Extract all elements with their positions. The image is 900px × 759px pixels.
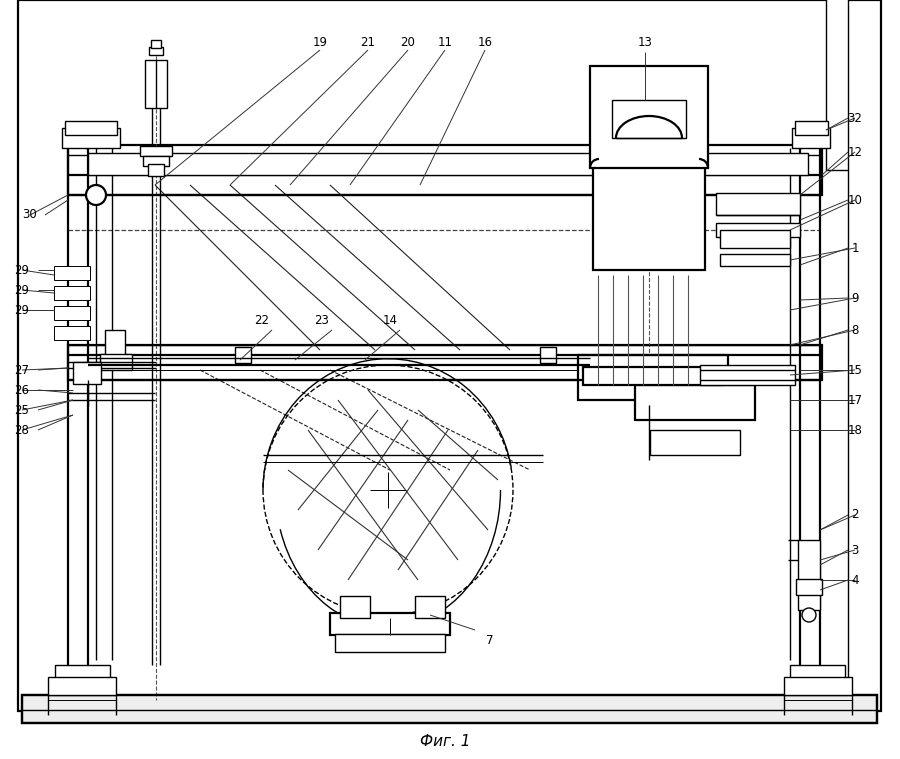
Bar — [650, 430, 740, 455]
Bar — [716, 193, 800, 215]
Bar — [88, 153, 808, 175]
Text: 29: 29 — [14, 284, 30, 297]
Bar — [68, 145, 822, 195]
Bar — [720, 254, 790, 266]
Bar — [826, 0, 848, 170]
Bar — [54, 326, 90, 340]
Bar — [68, 345, 822, 380]
Bar — [796, 579, 822, 595]
Bar — [143, 156, 169, 166]
Bar — [62, 128, 120, 148]
Bar — [583, 367, 723, 385]
Bar — [148, 164, 164, 176]
Bar — [22, 695, 877, 723]
Text: 30: 30 — [22, 209, 38, 222]
Bar — [590, 66, 708, 168]
Bar — [612, 100, 686, 138]
Text: 15: 15 — [848, 364, 862, 376]
Text: 16: 16 — [478, 36, 492, 49]
Text: 2: 2 — [851, 509, 859, 521]
Text: 12: 12 — [848, 146, 862, 159]
Bar — [578, 355, 728, 400]
Bar — [145, 60, 167, 108]
Text: 17: 17 — [848, 393, 862, 407]
Bar — [54, 266, 90, 280]
Bar — [716, 223, 800, 237]
Text: 25: 25 — [14, 404, 30, 417]
Bar — [415, 596, 445, 618]
Text: 20: 20 — [400, 36, 416, 49]
Text: 28: 28 — [14, 424, 30, 436]
Text: 3: 3 — [851, 543, 859, 556]
Circle shape — [802, 608, 816, 622]
Bar — [335, 634, 445, 652]
Text: 19: 19 — [312, 36, 328, 49]
Bar — [54, 306, 90, 320]
Bar — [540, 347, 556, 363]
Bar — [235, 347, 251, 363]
Text: 7: 7 — [486, 634, 494, 647]
Text: 11: 11 — [437, 36, 453, 49]
Text: 29: 29 — [14, 304, 30, 317]
Text: 21: 21 — [361, 36, 375, 49]
Bar — [798, 540, 820, 610]
Text: 29: 29 — [14, 263, 30, 276]
Bar — [330, 613, 450, 635]
Text: 8: 8 — [851, 323, 859, 336]
Text: 22: 22 — [255, 313, 269, 326]
Bar — [54, 286, 90, 300]
Text: 10: 10 — [848, 194, 862, 206]
Text: 23: 23 — [315, 313, 329, 326]
Bar — [790, 665, 845, 680]
Bar — [151, 40, 161, 48]
Bar — [48, 677, 116, 695]
Bar — [784, 677, 852, 695]
Bar — [593, 115, 705, 270]
Bar — [792, 128, 830, 148]
Bar — [795, 121, 828, 135]
Bar — [720, 230, 790, 248]
Bar — [635, 385, 755, 420]
Text: 13: 13 — [637, 36, 652, 49]
Bar — [140, 146, 172, 156]
Text: 9: 9 — [851, 291, 859, 304]
Text: 27: 27 — [14, 364, 30, 376]
Text: 32: 32 — [848, 112, 862, 124]
Bar — [22, 695, 877, 723]
Text: Фиг. 1: Фиг. 1 — [419, 735, 470, 749]
Bar — [700, 365, 795, 385]
Bar — [65, 121, 117, 135]
Text: 14: 14 — [382, 313, 398, 326]
Text: 1: 1 — [851, 241, 859, 254]
Bar — [55, 665, 110, 680]
Bar — [149, 47, 163, 55]
Text: 4: 4 — [851, 574, 859, 587]
Text: 18: 18 — [848, 424, 862, 436]
Text: 26: 26 — [14, 383, 30, 396]
Circle shape — [263, 365, 513, 615]
Bar — [100, 354, 132, 370]
Bar — [340, 596, 370, 618]
Circle shape — [86, 185, 106, 205]
Bar — [105, 330, 125, 358]
Bar — [73, 362, 101, 384]
